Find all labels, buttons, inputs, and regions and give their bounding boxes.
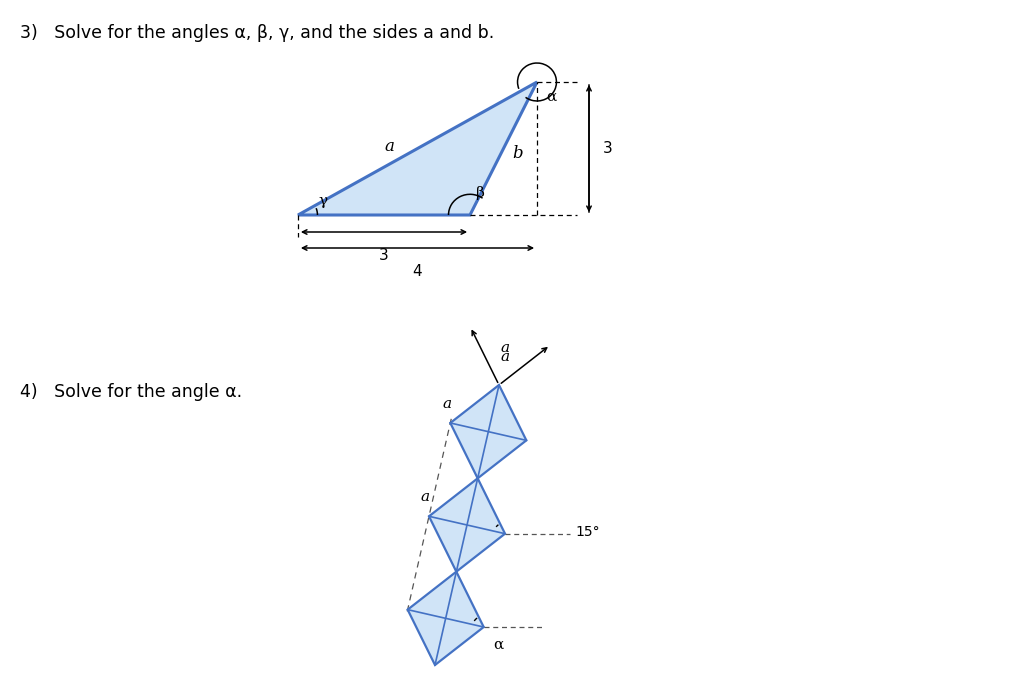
- Polygon shape: [408, 572, 483, 665]
- Polygon shape: [429, 478, 505, 572]
- Text: 4)   Solve for the angle α.: 4) Solve for the angle α.: [20, 383, 243, 401]
- Text: b: b: [512, 145, 523, 162]
- Text: 15°: 15°: [575, 524, 600, 539]
- Text: a: a: [442, 397, 452, 411]
- Text: 3: 3: [603, 141, 612, 156]
- Text: α: α: [546, 90, 556, 104]
- Text: a: a: [385, 138, 394, 155]
- Text: a: a: [500, 350, 509, 364]
- Polygon shape: [451, 385, 526, 478]
- Text: a: a: [421, 491, 430, 504]
- Text: 4: 4: [413, 264, 422, 279]
- Text: β: β: [476, 186, 485, 200]
- Polygon shape: [298, 82, 537, 215]
- Text: γ: γ: [318, 194, 327, 208]
- Text: 3: 3: [379, 248, 389, 263]
- Text: α: α: [494, 638, 504, 652]
- Text: a: a: [500, 341, 509, 355]
- Text: 3)   Solve for the angles α, β, γ, and the sides a and b.: 3) Solve for the angles α, β, γ, and the…: [20, 24, 495, 42]
